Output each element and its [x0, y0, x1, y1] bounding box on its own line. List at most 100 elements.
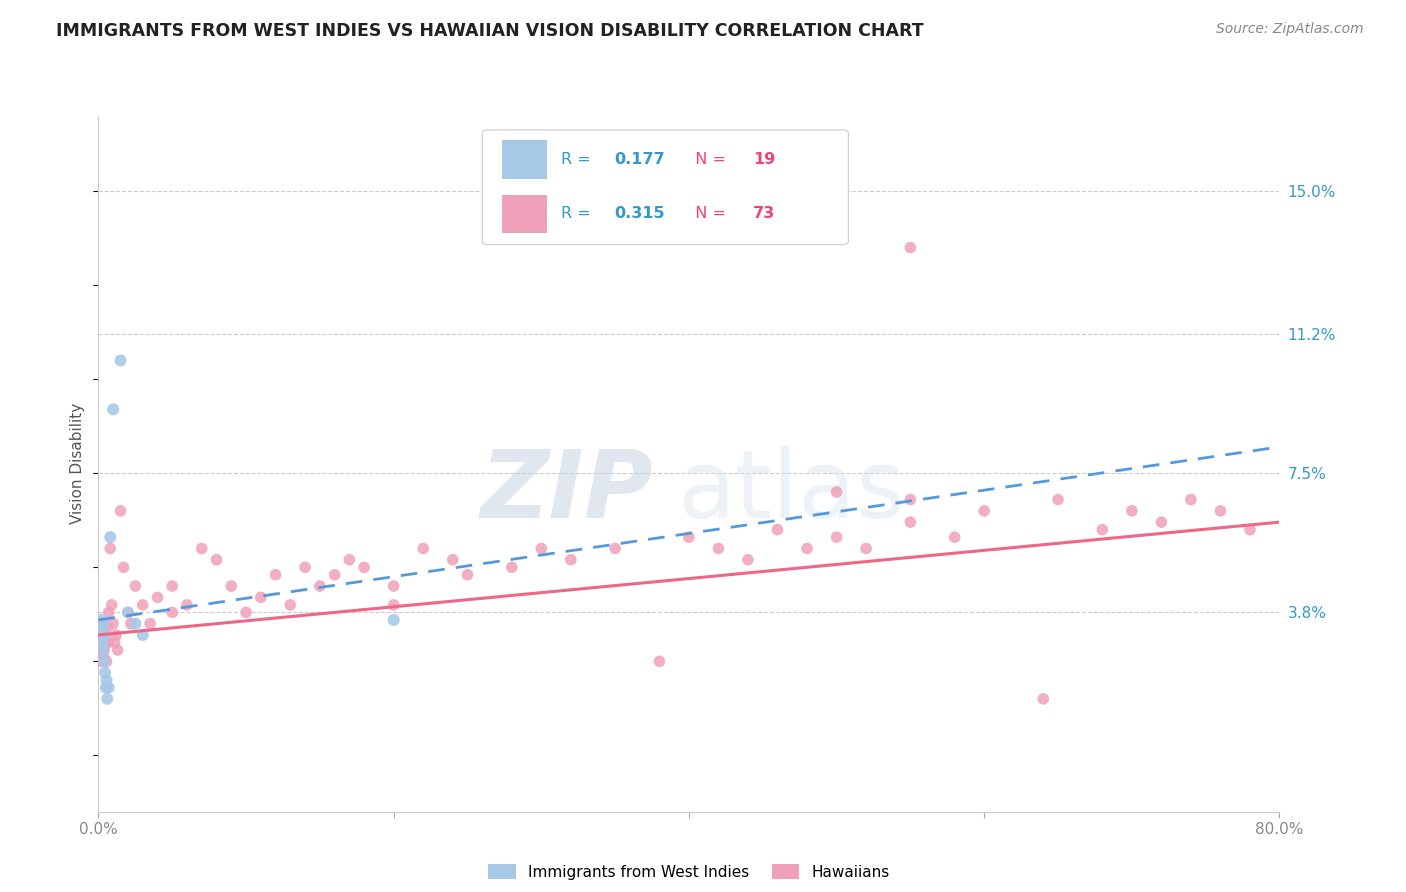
Point — [309, 579, 332, 593]
Point — [382, 613, 405, 627]
Point — [105, 628, 128, 642]
Point — [162, 606, 183, 620]
Text: 73: 73 — [752, 206, 775, 221]
Point — [825, 530, 848, 544]
Point — [94, 665, 117, 680]
Point — [943, 530, 966, 544]
Point — [900, 241, 922, 255]
Point — [353, 560, 375, 574]
Text: R =: R = — [561, 152, 596, 167]
Point — [132, 628, 155, 642]
Point — [103, 616, 125, 631]
Point — [221, 579, 243, 593]
Point — [124, 579, 146, 593]
Point — [93, 616, 115, 631]
Point — [91, 643, 114, 657]
Point — [737, 553, 759, 567]
Point — [132, 598, 155, 612]
Point — [100, 598, 122, 612]
Legend: Immigrants from West Indies, Hawaiians: Immigrants from West Indies, Hawaiians — [484, 859, 894, 884]
Point — [250, 591, 273, 605]
Point — [110, 504, 132, 518]
Point — [90, 654, 112, 668]
Point — [97, 635, 120, 649]
Bar — [502, 140, 547, 178]
Point — [93, 616, 115, 631]
Point — [456, 567, 478, 582]
Text: 0.177: 0.177 — [614, 152, 665, 167]
Text: ZIP: ZIP — [481, 446, 654, 538]
Text: Source: ZipAtlas.com: Source: ZipAtlas.com — [1216, 22, 1364, 37]
Point — [1209, 504, 1232, 518]
Point — [707, 541, 730, 556]
Point — [97, 681, 120, 695]
Point — [91, 628, 114, 642]
Point — [94, 635, 117, 649]
Point — [112, 560, 135, 574]
Point — [120, 616, 142, 631]
Point — [796, 541, 818, 556]
FancyBboxPatch shape — [482, 130, 848, 244]
Point — [124, 616, 146, 631]
Point — [855, 541, 877, 556]
Bar — [502, 194, 547, 233]
Text: 0.315: 0.315 — [614, 206, 665, 221]
Point — [973, 504, 995, 518]
Point — [96, 692, 118, 706]
Point — [264, 567, 287, 582]
Text: R =: R = — [561, 206, 596, 221]
Point — [139, 616, 162, 631]
Point — [96, 673, 118, 687]
Point — [93, 654, 115, 668]
Point — [501, 560, 523, 574]
Text: N =: N = — [685, 206, 731, 221]
Point — [382, 579, 405, 593]
Point — [825, 485, 848, 500]
Point — [278, 598, 302, 612]
Point — [96, 654, 118, 668]
Point — [1180, 492, 1202, 507]
Point — [93, 643, 115, 657]
Point — [162, 579, 183, 593]
Point — [530, 541, 553, 556]
Point — [1121, 504, 1143, 518]
Point — [110, 353, 132, 368]
Point — [89, 635, 111, 649]
Point — [93, 628, 115, 642]
Point — [117, 606, 139, 620]
Point — [90, 613, 112, 627]
Point — [91, 635, 114, 649]
Point — [91, 635, 114, 649]
Text: N =: N = — [685, 152, 731, 167]
Point — [117, 606, 139, 620]
Point — [412, 541, 434, 556]
Point — [678, 530, 700, 544]
Point — [96, 620, 118, 634]
Point — [900, 515, 922, 529]
Point — [107, 643, 129, 657]
Text: atlas: atlas — [678, 446, 905, 538]
Point — [1239, 523, 1261, 537]
Text: 19: 19 — [752, 152, 775, 167]
Point — [104, 635, 127, 649]
Point — [98, 541, 121, 556]
Point — [766, 523, 789, 537]
Point — [146, 591, 169, 605]
Point — [1091, 523, 1114, 537]
Point — [441, 553, 464, 567]
Point — [648, 654, 671, 668]
Text: IMMIGRANTS FROM WEST INDIES VS HAWAIIAN VISION DISABILITY CORRELATION CHART: IMMIGRANTS FROM WEST INDIES VS HAWAIIAN … — [56, 22, 924, 40]
Point — [900, 492, 922, 507]
Point — [94, 628, 117, 642]
Point — [560, 553, 582, 567]
Point — [339, 553, 360, 567]
Point — [90, 643, 112, 657]
Point — [93, 650, 115, 665]
Point — [294, 560, 316, 574]
Point — [191, 541, 214, 556]
Point — [1046, 492, 1069, 507]
Point — [98, 530, 121, 544]
Point — [1150, 515, 1173, 529]
Point — [176, 598, 198, 612]
Point — [235, 606, 257, 620]
